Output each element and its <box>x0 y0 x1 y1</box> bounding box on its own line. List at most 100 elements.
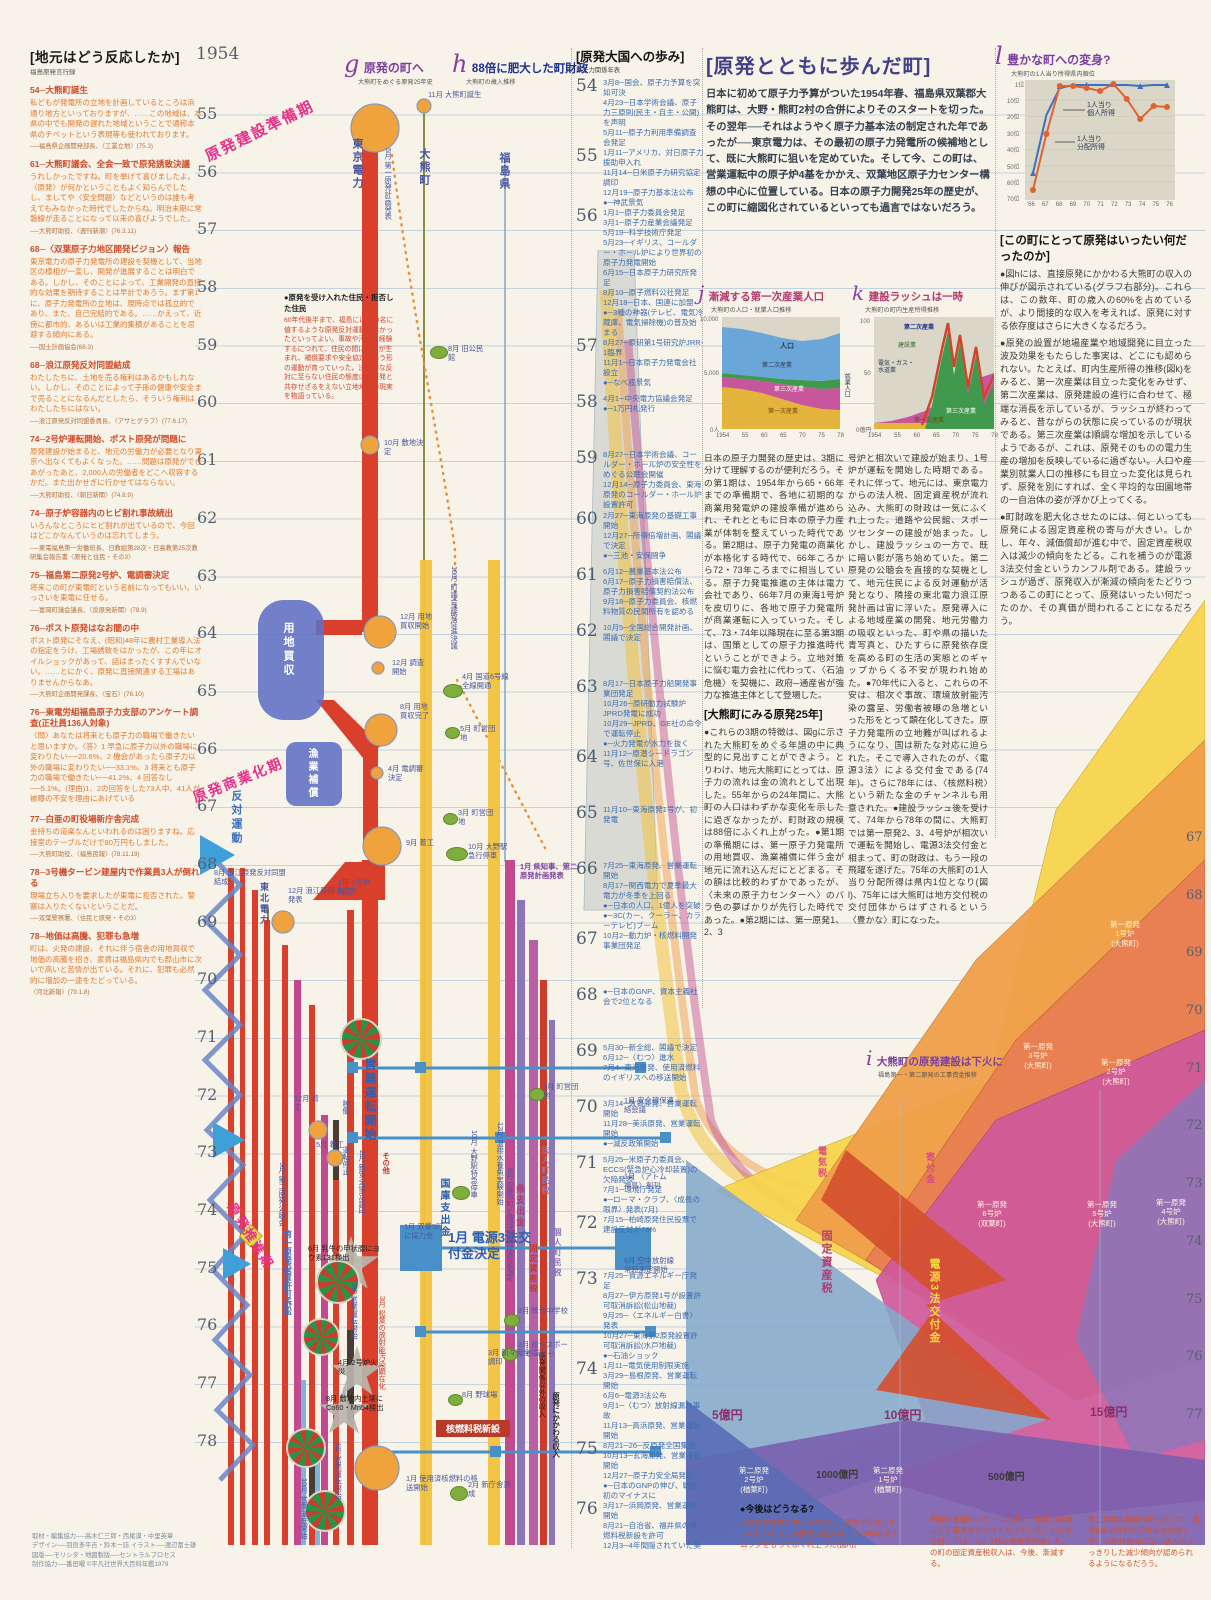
chronology-items: 11月10─東海原発1号が、初発電 <box>603 804 698 824</box>
chart-h-header: h 88倍に肥大した町財政 大熊町の歳入推移 <box>452 52 588 86</box>
event-label: 4月 営業運転開始 <box>334 1442 344 1500</box>
chronology-year: 70 <box>576 1096 598 1117</box>
chronology-year-block: 56 1月1─原子力委員会発足 3月1─原子力産業会議発足 5月19─科学技術庁… <box>576 208 704 338</box>
event-label: 6月 空中放射線常時測定開始 <box>624 1256 674 1275</box>
year-tick: 73 <box>197 1142 218 1162</box>
chronology-items: 8月21─26─反原発全国集会 10月13─玄海原発、営業運転開始 12月27─… <box>603 1441 702 1501</box>
chronology-year: 72 <box>576 1212 598 1233</box>
essay-text: 号炉と相次いで建設が始まり、1号炉が運転を開始した時期である。それに伴って、地元… <box>848 453 988 925</box>
chronology-year-block: 72 7月15─柏崎原発住民投票で建設反対が76% <box>576 1212 704 1271</box>
essay-text: ●これらの3期の特徴は、図gに示された大熊町をめぐる年譜の中に典型的に見出すこと… <box>704 727 844 938</box>
credit-line: デザイン──羽良多平吉・鈴木一誌 イラスト──渡辺富士雄 <box>32 1542 197 1550</box>
corp-tax-label: 法人町民税 <box>541 1146 550 1196</box>
year-tick: 56 <box>197 161 218 181</box>
event-label: 5月 第一原発計画発表 <box>384 148 394 220</box>
chart-j-ytick: 10,000 <box>700 317 719 323</box>
axis-15oku: 15億円 <box>1090 1405 1128 1419</box>
right-essay-header: [この町にとって原発はいったい何だったのか] <box>1000 235 1187 263</box>
year-tick: 64 <box>197 623 218 643</box>
facility-dot <box>443 684 463 698</box>
quote-source: ──浪江原発反対同盟委員長、〈アサヒグラフ〉(77.6.17) <box>30 417 187 425</box>
chronology-items: 8月27─原研第1号研究炉JRR-1臨界 11月1─日本原子力発電会社設立 ●─… <box>603 338 704 388</box>
chart-h-letter: h <box>452 50 468 78</box>
quote-title: 68─浪江原発反対同盟結成 <box>30 359 131 370</box>
chronology-year-block: 66 7月25─東海原発、営業運転開始 8月17─関西電力で夏季最大電力が冬季を… <box>576 860 704 931</box>
chronology-year-block: 57 8月27─原研第1号研究炉JRR-1臨界 11月1─日本原子力発電会社設立… <box>576 338 704 394</box>
chart-j-pop-label: 人口 <box>780 343 794 350</box>
quote-item: 74─2号炉運転開始、ポスト原発が問題に 原発建設が始まると、地元の労働力が必要… <box>30 434 202 499</box>
credit-line: 制作協力──番田曜 ©平凡社世界大百科年鑑1979 <box>32 1561 169 1569</box>
column-divider <box>702 48 703 1008</box>
event-label: 8月 野球場 <box>462 1390 498 1399</box>
quote-title: 54─大熊町誕生 <box>30 85 88 95</box>
quote-body: 将来この町が東電町という名前になってもいい。いっさいを東電に任せる。 <box>30 582 202 603</box>
chronology-year-block: 54 3月8─国会、原子力予算を突如可決 4月23─日本学術会議、原子力三原則(… <box>576 78 704 148</box>
chronology-items: 5月30─新全総、閣議で決定 6月12─〈むつ〉進水 7月4─東海原発、使用済燃… <box>603 1042 701 1082</box>
chart-g-title: 原発の町へ <box>363 61 424 75</box>
chronology-year: 74 <box>576 1358 598 1379</box>
quote-body: 現場立ち入りを要求したが東電に拒否された。警察は入りたくないということだ。 <box>30 891 195 911</box>
chronology-year-block: 63 8月17─日本原子力船開発事業団発足 10月26─原研動力試験炉JPRD発… <box>576 678 704 749</box>
quote-item: 75─福島第二原発2号炉、電調審決定 将来この町が東電町という名前になってもいい… <box>30 570 202 614</box>
unit-label: 第二原発 1号炉 (楢葉町) <box>873 1466 903 1494</box>
year-tick: 72 <box>1186 1118 1203 1134</box>
chronology-items: 1月11─電気使用制限実施 3月29─島根原発、営業運転開始 6月6─電源3法公… <box>603 1360 701 1441</box>
year-tick: 72 <box>197 1084 218 1104</box>
right-year-axis: 67 68 69 70 71 72 73 74 75 76 77 <box>1186 830 1203 1465</box>
event-label: 5月 町営団地 <box>460 724 496 743</box>
chronology-items: ●─日本のGNP、資本主義社会で2位となる <box>603 986 698 1006</box>
year-tick: 77 <box>197 1373 218 1393</box>
chronology-year: 73 <box>576 1268 598 1289</box>
xtick: 69 <box>1069 202 1077 208</box>
chart-k-sec1-label: 第一次産業 <box>914 418 945 424</box>
axis-5oku: 5億円 <box>712 1408 743 1422</box>
event-label: 9月 着工 <box>406 838 434 847</box>
event-label: 12月 浪江原発予定地発表 <box>288 886 357 905</box>
quote-title: 76─ポスト原発はなお闇の中 <box>30 622 139 633</box>
chronology-year-block: 74 1月11─電気使用制限実施 3月29─島根原発、営業運転開始 6月6─電源… <box>576 1358 704 1441</box>
essay-section-header: [大熊町にみる原発25年] <box>704 708 823 721</box>
xtick: 55 <box>894 433 901 439</box>
quote-title: 76─東電労組福島原子力支部のアンケート調査(正社員136人対象) <box>30 707 199 729</box>
event-label: 3月 統合中学校 <box>518 1306 568 1315</box>
quotes-list: 54─大熊町誕生 私どもが発電所の立地を計画しているところは浜通り地方といってお… <box>30 85 202 996</box>
unit-label: 第一原発 4号炉 (大熊町) <box>1156 1198 1186 1226</box>
quotes-column: [地元はどう反応したか] 福島原発言行録 54─大熊町誕生 私どもが発電所の立地… <box>30 46 202 1528</box>
unit-label: 第一原発 1号炉 (大熊町) <box>1110 920 1140 948</box>
note-1: 大量の建設費が投入され(図i)、原発が完成していくにつれて、大熊町の歳入は、3〜… <box>740 1518 898 1549</box>
chart-k-sec3-label: 第三次産業 <box>946 409 977 415</box>
chart-l-xticks: '66 67 68 69 70 71 72 73 74 75 76 <box>1027 202 1173 208</box>
unit-label: 第一原発 3号炉 (大熊町) <box>1023 1042 1053 1070</box>
quote-body: 町は、火発の建設、それに伴う宿舎の用地買収で地価の高騰を招き、家賃は福島県内でも… <box>30 944 202 985</box>
event-label: 10月 大野駅急行停車 <box>468 842 508 861</box>
chart-j-sec2-label: 第二次産業 <box>762 363 793 369</box>
quote-body: いろんなところにヒビ割れが出ているので、今回はどこかなんていうのは忘れてしまう。 <box>30 520 195 541</box>
quote-title: 61─大熊町議会、全会一致で原発誘致決議 <box>30 159 190 170</box>
event-label: 11月 大熊町誕生 <box>428 90 482 99</box>
chart-g-letter: g <box>344 50 360 78</box>
facility-dot <box>446 847 468 861</box>
note-2: 両図の金額のスケールの違い、後発の原発ほど工事資金が大きくなっていることにも注目… <box>930 1515 1073 1568</box>
fishery-blob <box>286 742 342 806</box>
actor-tepco: 東京電力 <box>351 138 363 190</box>
event-label: 1月 県知事、第二原発計画発表 <box>520 862 578 881</box>
chronology-year: 67 <box>576 928 598 949</box>
xtick: 65 <box>932 433 940 439</box>
chart-l-plot: 1人当り 個人所得 1人当り 分配所得 <box>1025 80 1175 200</box>
year-tick: 71 <box>1186 1060 1203 1076</box>
fiscal-mountain-chart <box>583 250 1205 1545</box>
chart-j-sec1-label: 第一次産業 <box>768 409 799 415</box>
chronology-year: 76 <box>576 1499 598 1520</box>
chronology-items: 5月25─米原子力委員会、ECCS(緊急炉心冷却装置)の欠陥発表 7月1─環境庁… <box>603 1154 701 1214</box>
quote-item: 77─白亜の町役場新庁舎完成 金持ちの道楽なんといわれるのは困りますね。応接室の… <box>30 814 202 858</box>
quote-source: ──東電福島第一労働班長、日教組第28次・日高教第25次教研集会報告書〈原発と住… <box>30 544 198 561</box>
year-tick: 77 <box>1186 1406 1203 1422</box>
event-label: 8月 旧公民館 <box>448 344 484 363</box>
chart-j-ytick: 0人 <box>710 428 720 434</box>
chart-h-subtitle: 大熊町の歳入推移 <box>466 79 516 86</box>
chronology-year-block: 75 8月21─26─反原発全国集会 10月13─玄海原発、営業運転開始 12月… <box>576 1441 704 1501</box>
chronology-list: 54 3月8─国会、原子力予算を突如可決 4月23─日本学術会議、原子力三原則(… <box>576 78 704 1551</box>
event-label: 3月 町営団地 <box>458 808 494 827</box>
facility-dot <box>430 346 448 359</box>
event-label: 6月 乳牛の甲状腺にヨウ素131検出 <box>308 1244 380 1263</box>
